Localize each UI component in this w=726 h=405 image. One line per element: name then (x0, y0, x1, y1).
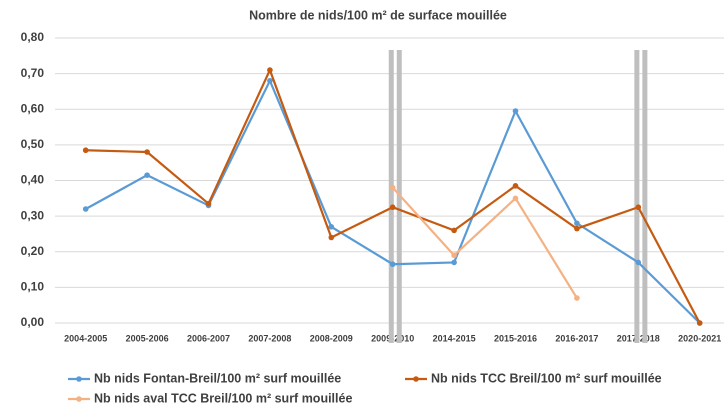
data-point (635, 204, 642, 211)
y-tick-label: 0,60 (21, 101, 45, 115)
data-point (451, 227, 457, 234)
data-point (635, 259, 642, 266)
data-point (512, 195, 519, 202)
data-point (267, 67, 273, 73)
x-tick-label: 2014-2015 (433, 333, 476, 343)
axis-break (634, 50, 640, 343)
y-tick-label: 0,50 (21, 137, 45, 151)
data-point (389, 261, 396, 268)
y-tick-label: 0,70 (21, 66, 45, 80)
data-point (205, 200, 212, 207)
y-tick-label: 0,80 (21, 30, 45, 44)
legend-label: Nb nids TCC Breil/100 m² surf mouillée (431, 371, 662, 385)
x-tick-label: 2008-2009 (310, 333, 353, 343)
x-tick-label: 2015-2016 (494, 333, 537, 343)
data-point (512, 108, 519, 114)
x-tick-label: 2020-2021 (678, 333, 721, 343)
axis-break (642, 50, 648, 343)
y-tick-label: 0,20 (21, 244, 45, 258)
y-tick-label: 0,00 (21, 315, 45, 329)
axis-break (388, 50, 394, 343)
data-point (512, 183, 519, 189)
data-point (696, 320, 703, 326)
data-point (82, 147, 89, 154)
data-point (267, 77, 273, 84)
legend-label: Nb nids Fontan-Breil/100 m² surf mouillé… (94, 371, 341, 385)
x-tick-label: 2005-2006 (126, 333, 169, 343)
data-point (574, 220, 580, 227)
x-tick-label: 2007-2008 (248, 333, 291, 343)
legend-swatch (76, 396, 82, 402)
data-point (389, 204, 396, 211)
data-point (144, 172, 150, 178)
x-tick-label: 2006-2007 (187, 333, 230, 343)
data-point (82, 206, 89, 212)
legend-label: Nb nids aval TCC Breil/100 m² surf mouil… (94, 391, 352, 405)
data-point (451, 252, 457, 259)
data-point (144, 149, 150, 155)
legend-swatch (76, 376, 82, 382)
x-tick-label: 2016-2017 (555, 333, 598, 343)
data-point (389, 184, 396, 191)
chart-title: Nombre de nids/100 m² de surface mouillé… (249, 8, 507, 22)
series-line (391, 186, 578, 299)
data-point (574, 225, 580, 232)
data-point (574, 295, 580, 301)
x-tick-label: 2004-2005 (64, 333, 107, 343)
y-tick-label: 0,40 (21, 173, 45, 187)
y-tick-label: 0,30 (21, 208, 45, 222)
data-point (451, 259, 457, 266)
y-tick-label: 0,10 (21, 280, 45, 294)
data-point (328, 224, 335, 230)
data-point (328, 234, 335, 241)
legend-swatch (413, 376, 419, 382)
